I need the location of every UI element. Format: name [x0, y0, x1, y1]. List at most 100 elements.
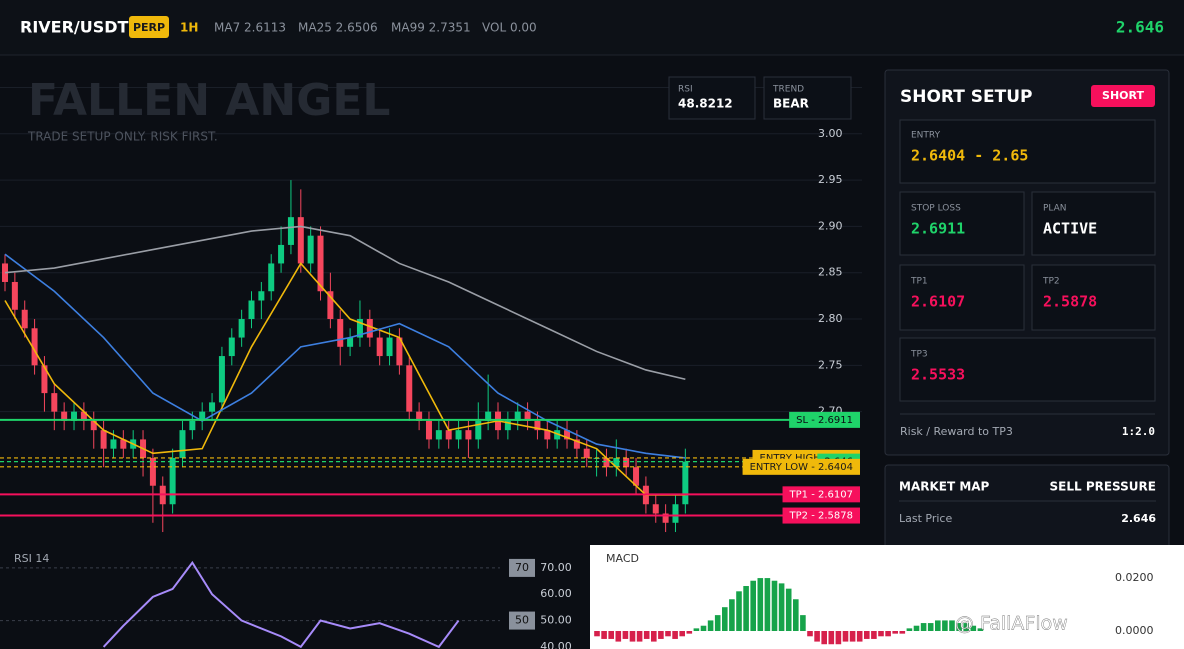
candle-body — [445, 430, 452, 440]
tp1-card — [899, 264, 1025, 331]
rr-label: Risk / Reward to TP3 — [900, 425, 1013, 438]
candle-body — [425, 420, 432, 440]
y-tick-label: 2.95 — [818, 173, 843, 186]
header-item: MA7 2.6113 — [214, 21, 286, 35]
level-label: 70 — [515, 561, 529, 574]
histogram-bar — [800, 615, 806, 632]
y-tick-label: 3.00 — [818, 127, 843, 140]
level-label-bg — [782, 507, 860, 524]
histogram-bar — [771, 580, 778, 632]
tp1-value: 2.6107 — [911, 293, 965, 311]
y-tick-label: 2.80 — [818, 312, 843, 325]
y-tick-label: 2.90 — [818, 219, 843, 232]
histogram-bar — [899, 631, 906, 634]
candle-body — [347, 337, 354, 347]
level-label-bg — [509, 611, 535, 630]
candle-body — [238, 319, 245, 338]
histogram-bar — [977, 628, 984, 632]
moving-average — [4, 262, 686, 496]
candle-body — [228, 337, 235, 357]
candle-body — [209, 402, 216, 412]
candle-body — [465, 430, 472, 440]
level-label: ENTRY LOW - 2.6404 — [750, 462, 853, 473]
header-bar — [0, 0, 1184, 55]
candle-body — [90, 420, 97, 431]
histogram-bar — [793, 599, 799, 632]
candle-body — [504, 420, 511, 431]
histogram-bar — [693, 628, 700, 632]
candle-body — [2, 263, 8, 282]
histogram-bar — [700, 625, 707, 632]
histogram-bar — [935, 620, 941, 632]
entry-card — [899, 119, 1156, 184]
level-label: TP1 - 2.6107 — [789, 489, 853, 500]
y-tick-label: 60.00 — [540, 587, 572, 600]
y-tick-label: 2.75 — [818, 358, 843, 371]
candle-body — [179, 430, 186, 458]
histogram-bar — [679, 631, 685, 637]
level-label: TP2 - 2.5878 — [789, 511, 853, 522]
histogram-bar — [778, 583, 785, 632]
tp3-value: 2.5533 — [911, 366, 965, 384]
candle-body — [356, 319, 363, 338]
candle-body — [248, 300, 255, 320]
plan-card — [1031, 191, 1156, 256]
histogram-bar — [949, 620, 955, 632]
candle-body — [51, 393, 58, 412]
interval[interactable]: 1H — [180, 21, 198, 35]
badge-bg — [129, 16, 169, 38]
entry-label: ENTRY — [911, 131, 941, 141]
histogram-bar — [707, 620, 714, 632]
histogram-bar — [814, 631, 820, 642]
y-tick-label: 40.00 — [540, 640, 572, 649]
y-tick-label: 0.0200 — [1115, 571, 1154, 584]
side-badge: SHORT — [1102, 89, 1144, 102]
candle-body — [544, 430, 551, 440]
rsi-box — [668, 76, 756, 120]
histogram-bar — [658, 631, 664, 639]
histogram-bar — [821, 631, 827, 645]
candle-body — [682, 461, 689, 505]
histogram-bar — [885, 631, 891, 637]
histogram-bar — [828, 631, 835, 645]
symbol[interactable]: RIVER/USDT — [20, 18, 129, 37]
candle-body — [366, 319, 373, 338]
plan-label: PLAN — [1043, 204, 1067, 214]
candle-body — [21, 309, 28, 329]
y-tick-label: 50.00 — [540, 614, 572, 627]
candle-body — [268, 263, 275, 292]
candle-body — [327, 291, 334, 320]
y-tick-label: 70.00 — [540, 561, 572, 574]
histogram-bar — [665, 631, 671, 637]
plan-value: ACTIVE — [1043, 220, 1097, 238]
level-label: 50 — [515, 614, 529, 627]
candle-body — [297, 217, 304, 264]
header-item: VOL 0.00 — [482, 21, 537, 35]
candle-body — [337, 319, 344, 347]
level-label-bg — [742, 458, 860, 475]
header-item: MA25 2.6506 — [298, 21, 378, 35]
candle-body — [169, 457, 176, 505]
histogram-bar — [686, 631, 693, 634]
histogram-bar — [722, 607, 728, 632]
histogram-bar — [913, 625, 920, 632]
rsi-title: RSI 14 — [14, 552, 49, 565]
candle-body — [524, 411, 531, 421]
candle-body — [41, 365, 48, 394]
histogram-bar — [636, 631, 643, 642]
candle-body — [31, 328, 38, 366]
rsi-label: RSI — [678, 85, 693, 95]
histogram-bar — [594, 631, 600, 637]
candle-body — [485, 411, 492, 421]
entry-value: 2.6404 - 2.65 — [911, 147, 1028, 165]
badge: PERP — [133, 21, 165, 34]
stop-label: STOP LOSS — [911, 204, 961, 214]
stop-value: 2.6911 — [911, 220, 965, 238]
candle-body — [149, 457, 156, 486]
candle-body — [623, 457, 630, 468]
histogram-bar — [942, 620, 948, 632]
candle-body — [514, 411, 521, 421]
histogram-bar — [963, 623, 969, 632]
macd-panel: MACD 0.0200 0.0000 — [594, 552, 1154, 645]
